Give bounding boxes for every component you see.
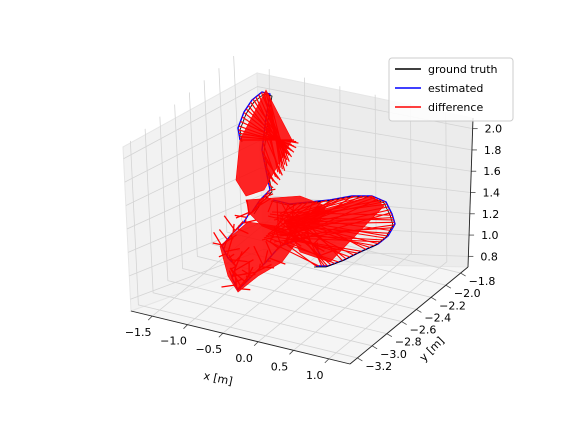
y-tick-label: −2.8 bbox=[395, 336, 422, 349]
y-tick bbox=[430, 296, 437, 301]
difference-mass bbox=[219, 221, 301, 293]
difference-segment bbox=[269, 188, 276, 191]
difference-segment bbox=[221, 284, 236, 288]
y-tick-label: −2.4 bbox=[424, 311, 451, 324]
x-tick bbox=[253, 341, 259, 347]
y-gridline bbox=[174, 104, 402, 322]
x-tick-label: 0.0 bbox=[235, 352, 253, 365]
x-tick bbox=[324, 358, 330, 364]
difference-segment bbox=[232, 223, 235, 233]
y-tick bbox=[445, 284, 452, 289]
difference-segment bbox=[235, 211, 251, 219]
difference-segment bbox=[242, 219, 257, 224]
y-gridline bbox=[159, 116, 387, 335]
z-tick-label: 1.4 bbox=[483, 187, 501, 200]
x-tick bbox=[147, 315, 153, 321]
z-tick-label: 2.0 bbox=[485, 123, 503, 136]
y-gridline bbox=[129, 140, 358, 359]
z-gridline bbox=[127, 194, 470, 253]
y-gridline bbox=[188, 92, 417, 310]
y-tick bbox=[386, 333, 393, 338]
y-axis-line bbox=[349, 266, 469, 365]
legend-label-difference: difference bbox=[428, 101, 483, 114]
difference-segment bbox=[218, 229, 228, 240]
z-tick-label: 1.0 bbox=[481, 229, 499, 242]
z-tick-label: 1.6 bbox=[483, 165, 501, 178]
y-tick bbox=[357, 357, 363, 362]
x-tick-label: −1.5 bbox=[125, 326, 152, 339]
y-tick-label: −1.8 bbox=[469, 275, 496, 288]
y-tick-label: −3.2 bbox=[365, 360, 392, 373]
x-axis-label: x [m] bbox=[202, 369, 233, 388]
x-tick-label: 0.5 bbox=[271, 360, 289, 373]
y-tick bbox=[401, 321, 407, 325]
y-tick-label: −2.0 bbox=[454, 287, 481, 300]
legend-frame bbox=[388, 57, 514, 122]
x-gridline bbox=[328, 111, 448, 360]
z-tick-label: 1.2 bbox=[482, 208, 500, 221]
y-tick bbox=[416, 309, 422, 313]
z-tick-label: 0.8 bbox=[480, 250, 498, 263]
x-axis-line bbox=[130, 310, 351, 365]
y-gridline bbox=[218, 68, 446, 286]
difference-mass bbox=[283, 195, 385, 263]
trajectory-lines bbox=[212, 89, 396, 293]
y-gridline bbox=[144, 128, 373, 347]
legend-label-estimated: estimated bbox=[428, 82, 483, 95]
x-tick bbox=[218, 332, 224, 338]
difference-mass bbox=[235, 89, 293, 197]
y-tick bbox=[371, 345, 378, 350]
y-tick bbox=[460, 272, 466, 277]
y-tick-label: −3.0 bbox=[380, 348, 407, 361]
x-tick-label: −0.5 bbox=[195, 343, 222, 356]
x-tick-label: −1.0 bbox=[160, 335, 187, 348]
z-tick-label: 1.8 bbox=[484, 144, 502, 157]
difference-segment bbox=[268, 184, 274, 189]
legend: ground truth estimated difference bbox=[388, 57, 514, 122]
difference-segment bbox=[263, 191, 272, 197]
difference-segment bbox=[266, 190, 270, 194]
y-tick-label: −2.6 bbox=[410, 324, 437, 337]
x-tick bbox=[289, 350, 294, 355]
axes: −1.5−1.0−0.50.00.51.0−3.2−3.0−2.8−2.6−2.… bbox=[125, 117, 503, 382]
y-gridline bbox=[203, 80, 432, 298]
y-gridline bbox=[233, 56, 461, 274]
legend-label-ground-truth: ground truth bbox=[428, 63, 498, 76]
y-tick-label: −2.2 bbox=[439, 299, 466, 312]
x-gridline bbox=[293, 103, 412, 351]
difference-segment bbox=[228, 220, 244, 238]
x-tick-label: 1.0 bbox=[306, 369, 324, 382]
difference-segment bbox=[234, 214, 247, 219]
x-tick bbox=[183, 324, 188, 329]
z-axis-line bbox=[467, 117, 474, 268]
